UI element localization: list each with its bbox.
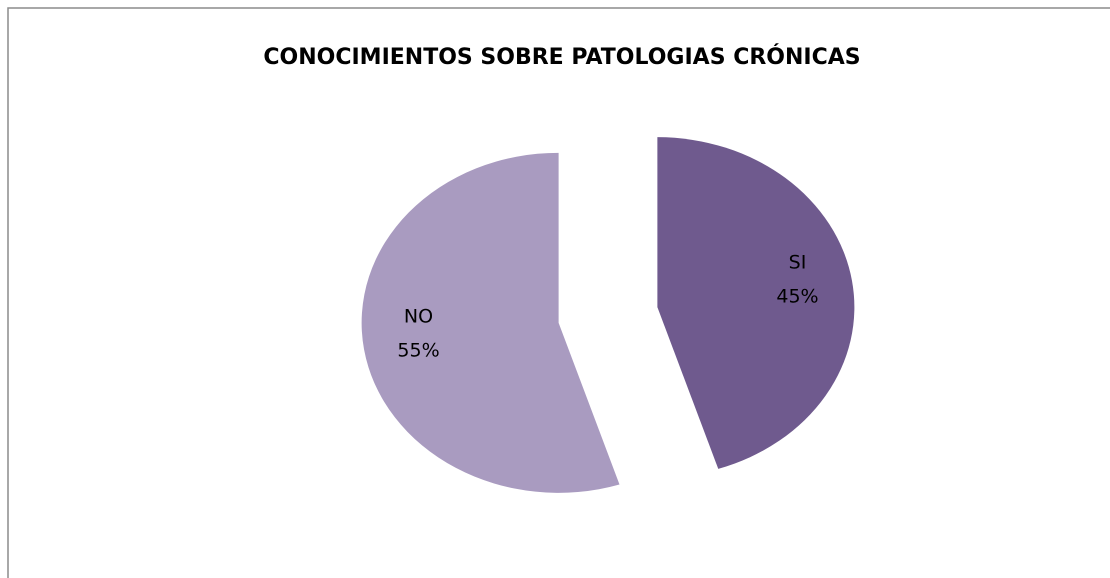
pie-slice — [657, 137, 855, 469]
slice-category-label: NO — [404, 305, 433, 327]
chart-title: CONOCIMIENTOS SOBRE PATOLOGIAS CRÓNICAS — [263, 44, 860, 70]
slice-category-label: SI — [789, 252, 807, 274]
slice-value-label: 45% — [776, 286, 818, 308]
slice-value-label: 55% — [397, 339, 439, 361]
pie-slice — [361, 152, 620, 493]
